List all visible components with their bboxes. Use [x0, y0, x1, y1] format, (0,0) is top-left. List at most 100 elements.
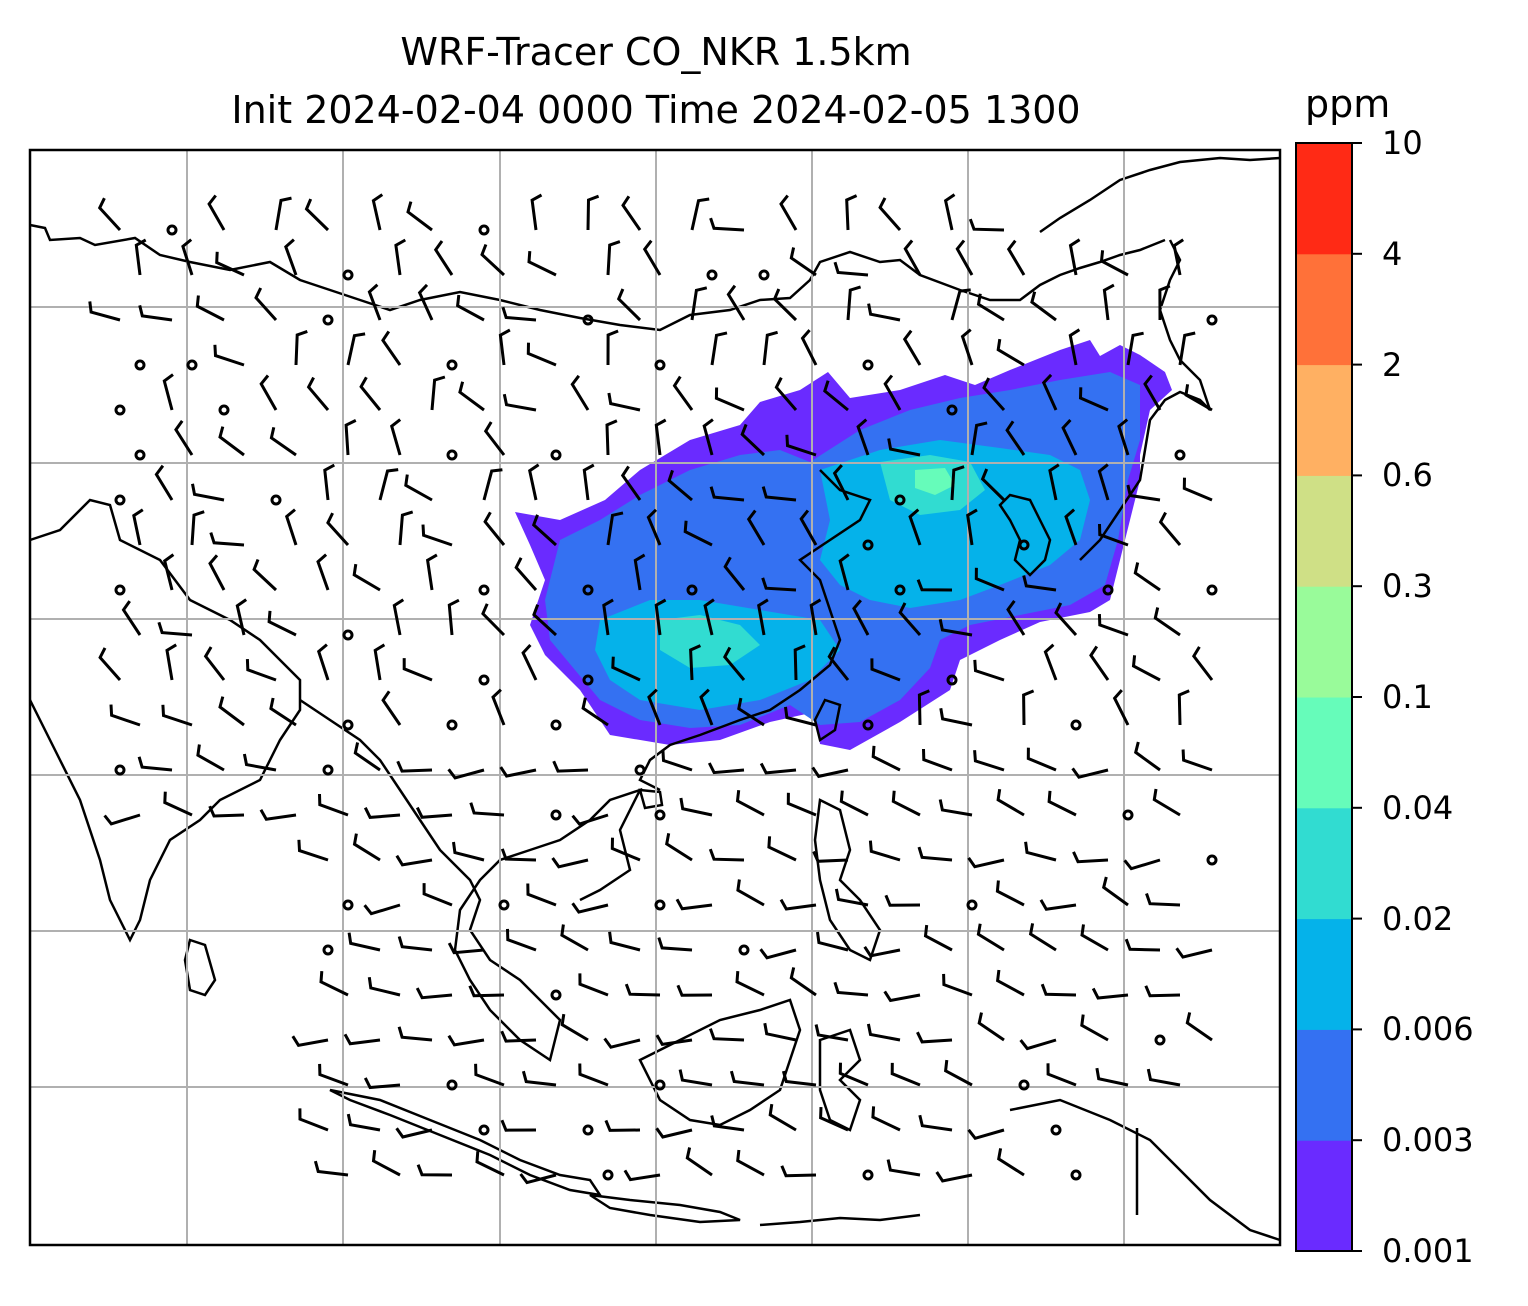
wind-barb [833, 981, 869, 997]
colorbar-tick-label: 0.04 [1382, 788, 1454, 827]
wind-barb [1089, 645, 1110, 681]
wind-barb [883, 374, 902, 411]
wind-barb [856, 418, 870, 456]
map-title-line2: Init 2024-02-04 0000 Time 2024-02-05 130… [231, 88, 1081, 132]
wind-barb [950, 288, 971, 321]
wind-barb [447, 1034, 485, 1047]
calm-wind-circle [134, 359, 146, 371]
calm-wind-circle [582, 1124, 594, 1136]
wind-barb [1178, 331, 1196, 366]
map-frame [28, 148, 1282, 1247]
wind-barb [657, 937, 693, 952]
wind-barb [1124, 938, 1161, 952]
wind-barb [578, 1063, 609, 1087]
calm-wind-circle [862, 1169, 874, 1181]
wind-barb [1145, 893, 1181, 907]
wind-barb [785, 434, 817, 457]
coastline-china-east [638, 469, 872, 792]
wind-barb [779, 898, 817, 911]
wind-barb [866, 1023, 901, 1042]
wind-barb [1048, 463, 1060, 501]
wind-barb [209, 532, 245, 547]
wind-barb [319, 970, 349, 997]
wind-barb [417, 283, 434, 321]
wind-barb [458, 381, 485, 412]
wind-barb [1133, 562, 1161, 592]
wind-barb [723, 556, 746, 591]
wind-barb [491, 688, 506, 726]
wind-barb [863, 945, 901, 958]
wind-barb [838, 1062, 869, 1087]
wind-barb [943, 193, 956, 231]
wind-barb [729, 1070, 765, 1087]
calm-wind-circle [862, 719, 874, 731]
wind-barb [235, 598, 248, 636]
wind-barb [675, 898, 713, 911]
wind-barb [726, 284, 746, 321]
wind-barb [678, 1069, 713, 1087]
wind-barb [483, 421, 506, 456]
wind-barb [318, 793, 349, 817]
wind-barb [633, 553, 646, 591]
colorbar-tick-label: 2 [1382, 345, 1403, 384]
wind-barb [757, 598, 769, 636]
wind-barb [685, 1147, 713, 1177]
wind-barb [291, 1035, 329, 1047]
calm-wind-circle [114, 764, 126, 776]
map-title-line1: WRF-Tracer CO_NKR 1.5km [400, 30, 912, 74]
wind-barb [294, 329, 308, 366]
wind-barb [252, 558, 278, 592]
wind-barb [908, 508, 922, 546]
calm-wind-circle [654, 1079, 666, 1091]
colorbar-ticks [1352, 142, 1362, 1252]
calm-wind-circle [686, 584, 698, 596]
wind-barb [363, 807, 401, 819]
wind-barb [714, 387, 745, 412]
wind-barb [404, 474, 433, 502]
wind-barb [284, 508, 298, 546]
wind-barb [917, 846, 953, 862]
wind-barb [416, 1164, 453, 1177]
wind-barb [968, 218, 1005, 232]
wind-barb [367, 976, 401, 997]
wind-barb [1158, 284, 1171, 321]
calm-wind-circle [966, 899, 978, 911]
wind-barb [621, 195, 642, 231]
wind-barb [1181, 749, 1213, 772]
wind-barb [616, 288, 642, 322]
wind-barb [667, 469, 693, 502]
wind-barb [1072, 851, 1109, 864]
colorbar-tick-label: 0.006 [1382, 1010, 1474, 1049]
wind-barb [623, 1169, 661, 1182]
wind-barb [1153, 607, 1181, 637]
calm-wind-circle [582, 674, 594, 686]
colorbar-segment [1296, 475, 1352, 587]
wind-barb [887, 438, 921, 457]
wind-barb [974, 567, 1005, 592]
wind-barb [137, 756, 173, 772]
wind-barb [938, 618, 973, 637]
wind-barb [833, 261, 869, 277]
wind-barb [430, 375, 446, 411]
wind-barb [1068, 238, 1081, 276]
wind-barb [762, 330, 779, 366]
wind-barb [165, 643, 177, 681]
map-plot-area [28, 148, 1282, 1247]
calm-wind-circle [1070, 1169, 1082, 1181]
wind-barb [923, 924, 953, 952]
wind-barb [995, 969, 1025, 997]
wind-barb [344, 419, 357, 456]
wind-barb [1182, 477, 1213, 502]
wind-barb [970, 421, 988, 456]
wind-barb [1158, 511, 1182, 546]
wind-barb [447, 598, 460, 636]
wind-barb [1006, 600, 1026, 636]
wind-barb [996, 338, 1025, 367]
calm-wind-circle [582, 314, 594, 326]
wind-barb [352, 833, 381, 862]
wind-barb [935, 1171, 973, 1183]
wind-barb [809, 598, 822, 636]
wind-barb [346, 1113, 381, 1132]
wind-barb [763, 1022, 797, 1042]
